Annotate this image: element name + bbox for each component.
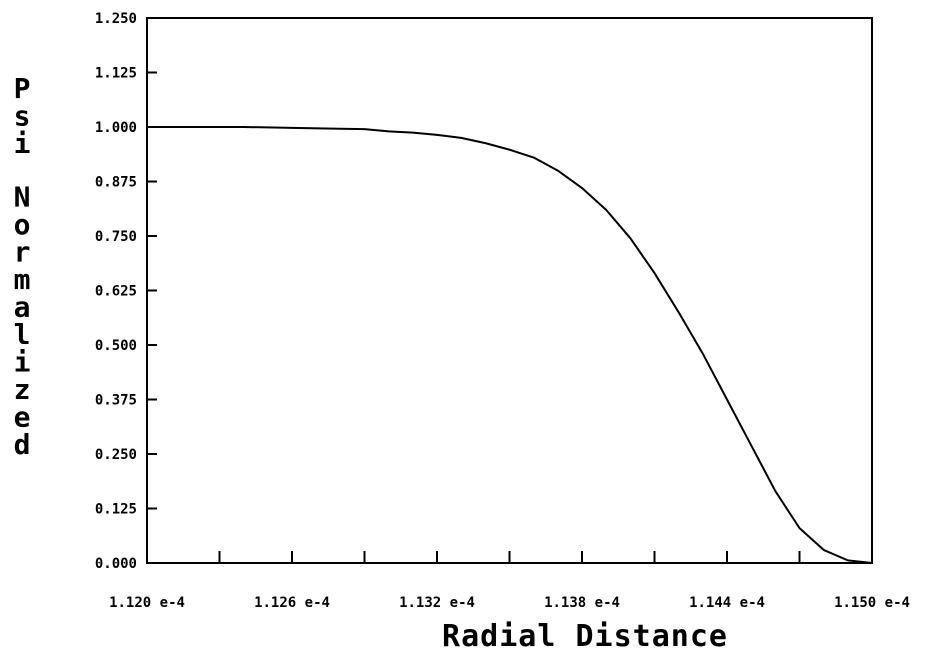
y-tick-label: 0.875: [95, 175, 137, 191]
x-tick-label: 1.144 e-4: [689, 595, 765, 611]
series-line: [146, 126, 873, 564]
x-tick-label: 1.126 e-4: [254, 595, 330, 611]
x-tick-label: 1.138 e-4: [544, 595, 620, 611]
y-tick-label: 0.375: [95, 393, 137, 409]
y-tick-label: 0.250: [95, 447, 137, 463]
x-tick-label: 1.120 e-4: [109, 595, 185, 611]
x-tick-label: 1.150 e-4: [834, 595, 910, 611]
y-tick-label: 1.250: [95, 11, 137, 27]
y-tick-label: 0.750: [95, 229, 137, 245]
axis-ticks: [147, 17, 801, 564]
plot-frame: [146, 17, 873, 564]
x-axis-title: Radial Distance: [442, 619, 728, 653]
y-tick-label: 0.500: [95, 338, 137, 354]
y-tick-label: 1.000: [95, 120, 137, 136]
y-tick-label: 0.625: [95, 284, 137, 300]
y-tick-label: 0.125: [95, 502, 137, 518]
x-tick-label: 1.132 e-4: [399, 595, 475, 611]
x-tick-labels: 1.120 e-4 1.126 e-4 1.132 e-4 1.138 e-4 1.14…: [109, 595, 910, 611]
y-tick-labels: 0.000 0.125 0.250 0.375 0.500 0.625 0.750 0.875…: [95, 11, 137, 572]
y-tick-label: 1.125: [95, 66, 137, 82]
y-tick-label: 0.000: [95, 556, 137, 572]
